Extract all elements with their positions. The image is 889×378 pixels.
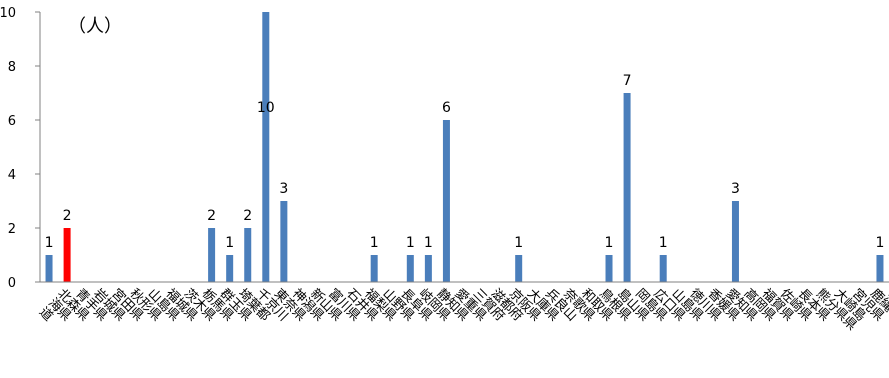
bar [208, 228, 216, 282]
data-label: 1 [876, 235, 885, 251]
data-label: 3 [279, 181, 288, 197]
bar [659, 255, 667, 282]
y-tick-label: 0 [8, 276, 16, 291]
y-tick-label: 10 [0, 6, 16, 21]
data-label: 1 [225, 235, 234, 251]
bar [876, 255, 884, 282]
data-label: 1 [45, 235, 54, 251]
bar [515, 255, 523, 282]
bars [45, 12, 884, 282]
data-label: 3 [731, 181, 740, 197]
y-axis-ticks: 0 2 4 6 8 10 [0, 6, 40, 291]
data-label: 1 [370, 235, 379, 251]
bar [406, 255, 414, 282]
bar [63, 228, 71, 282]
category-label: 秋田県 [108, 286, 146, 324]
bar [605, 255, 613, 282]
data-label: 1 [406, 235, 415, 251]
y-tick-label: 4 [8, 168, 16, 183]
data-label: 2 [207, 208, 216, 224]
y-tick-label: 2 [8, 222, 16, 237]
axes [39, 12, 889, 283]
category-char: 沖 [885, 286, 889, 306]
unit-label: （人） [68, 16, 122, 37]
data-label: 1 [424, 235, 433, 251]
bar [226, 255, 234, 282]
data-label: 2 [63, 208, 72, 224]
bar [280, 201, 288, 282]
data-label: 10 [257, 100, 275, 116]
category-label-text: 秋田県 [108, 286, 146, 324]
y-tick-label: 8 [8, 60, 16, 75]
bar [442, 120, 450, 282]
bar [731, 201, 739, 282]
data-label: 7 [623, 73, 632, 89]
data-label: 1 [659, 235, 668, 251]
bar [370, 255, 378, 282]
bar [623, 93, 631, 282]
data-label: 2 [243, 208, 252, 224]
bar [244, 228, 252, 282]
data-label: 1 [514, 235, 523, 251]
data-label: 1 [605, 235, 614, 251]
bar [424, 255, 432, 282]
bar [262, 12, 270, 282]
data-label: 6 [442, 100, 451, 116]
y-tick-label: 6 [8, 114, 16, 129]
bar [45, 255, 53, 282]
category-labels: 北海道青森県岩手県宮城県秋田県山形県福島県茨城県栃木県群馬県埼玉県千葉県東京都神… [36, 286, 889, 334]
